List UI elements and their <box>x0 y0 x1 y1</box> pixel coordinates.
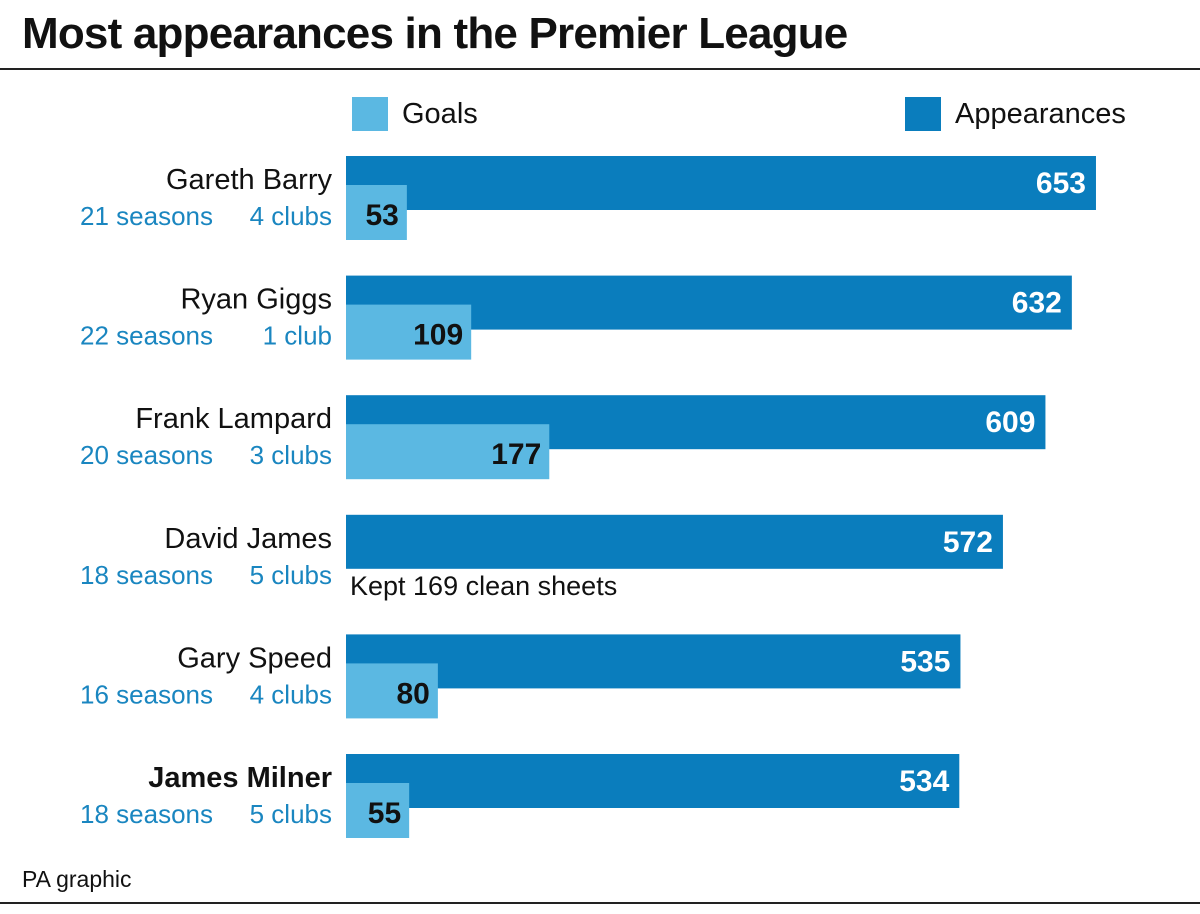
player-name-gareth-barry: Gareth Barry <box>166 164 332 196</box>
player-name-gary-speed: Gary Speed <box>177 642 332 674</box>
legend-goals-label: Goals <box>402 97 478 130</box>
clubs-frank-lampard: 3 clubs <box>250 440 332 470</box>
chart-title: Most appearances in the Premier League <box>22 9 848 58</box>
appearances-bar-james-milner <box>346 754 960 808</box>
appearances-value-frank-lampard: 609 <box>985 406 1035 439</box>
player-name-james-milner: James Milner <box>148 762 332 794</box>
goals-value-james-milner: 55 <box>368 797 401 830</box>
appearances-value-david-james: 572 <box>943 526 993 559</box>
goals-bar-gareth-barry <box>346 185 407 240</box>
goals-bar-ryan-giggs <box>346 304 472 360</box>
seasons-gary-speed: 16 seasons <box>80 679 213 709</box>
appearances-value-gareth-barry: 653 <box>1036 167 1086 200</box>
seasons-gareth-barry: 21 seasons <box>80 201 213 231</box>
note-david-james: Kept 169 clean sheets <box>350 571 617 601</box>
clubs-gareth-barry: 4 clubs <box>250 201 332 231</box>
appearances-bar-gary-speed <box>346 634 961 689</box>
goals-value-gareth-barry: 53 <box>365 199 398 232</box>
player-name-frank-lampard: Frank Lampard <box>135 403 332 435</box>
goals-bar-gary-speed <box>346 663 438 719</box>
appearances-value-gary-speed: 535 <box>900 645 950 678</box>
top-divider <box>0 68 1200 70</box>
seasons-david-james: 18 seasons <box>80 560 213 590</box>
clubs-david-james: 5 clubs <box>250 560 332 590</box>
appearances-value-james-milner: 534 <box>899 765 949 798</box>
clubs-ryan-giggs: 1 club <box>263 321 332 351</box>
seasons-ryan-giggs: 22 seasons <box>80 321 213 351</box>
clubs-james-milner: 5 clubs <box>250 799 332 829</box>
goals-value-gary-speed: 80 <box>397 677 430 710</box>
clubs-gary-speed: 4 clubs <box>250 679 332 709</box>
appearances-value-ryan-giggs: 632 <box>1012 287 1062 320</box>
legend-appearances-label: Appearances <box>955 97 1126 130</box>
player-name-david-james: David James <box>164 523 332 555</box>
goals-value-frank-lampard: 177 <box>491 438 541 471</box>
goals-bar-frank-lampard <box>346 424 550 480</box>
legend-goals-swatch <box>352 97 388 131</box>
legend-appearances-swatch <box>905 97 941 131</box>
goals-bar-james-milner <box>346 783 410 838</box>
goals-value-ryan-giggs: 109 <box>413 319 463 352</box>
credit-label: PA graphic <box>22 866 132 892</box>
appearances-bar-david-james <box>346 514 1003 569</box>
seasons-james-milner: 18 seasons <box>80 799 213 829</box>
player-name-ryan-giggs: Ryan Giggs <box>180 284 332 316</box>
bottom-divider <box>0 902 1200 904</box>
appearances-bar-gareth-barry <box>346 156 1096 210</box>
legend-goals: Goals <box>352 96 478 132</box>
legend-appearances: Appearances <box>905 96 1126 132</box>
seasons-frank-lampard: 20 seasons <box>80 440 213 470</box>
